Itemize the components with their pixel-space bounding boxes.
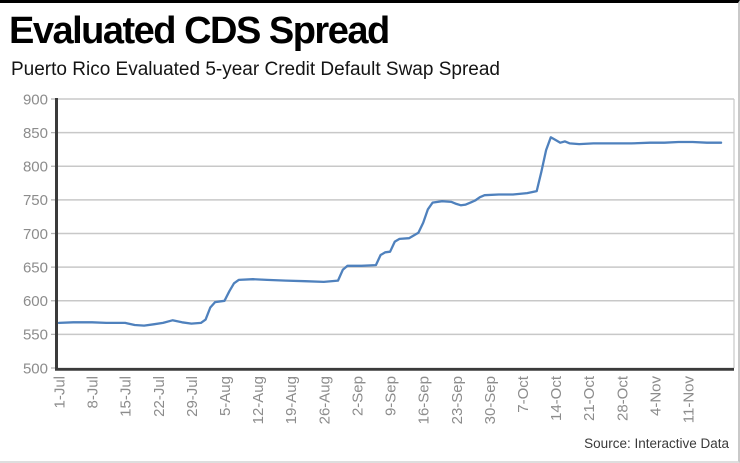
x-axis-label: 14-Oct — [548, 375, 565, 421]
x-axis-label: 19-Aug — [283, 376, 300, 424]
x-axis-label: 28-Oct — [614, 375, 631, 421]
y-axis-label: 650 — [23, 259, 48, 276]
y-axis-label: 800 — [23, 159, 48, 176]
y-axis-label: 550 — [23, 327, 48, 344]
y-axis-label: 750 — [23, 192, 48, 209]
x-axis-label: 7-Oct — [515, 375, 532, 413]
y-axis-label: 500 — [23, 360, 48, 377]
cds-spread-line — [57, 136, 723, 327]
x-axis-label: 21-Oct — [581, 375, 598, 421]
x-axis-label: 29-Jul — [184, 376, 201, 417]
x-axis-label: 4-Nov — [647, 376, 664, 417]
y-axis-label: 850 — [23, 125, 48, 142]
x-axis-label: 9-Sep — [383, 376, 400, 416]
x-axis-label: 30-Sep — [482, 376, 499, 424]
chart-subtitle: Puerto Rico Evaluated 5-year Credit Defa… — [11, 59, 500, 80]
x-axis-label: 22-Jul — [151, 376, 168, 417]
y-axis-label: 600 — [23, 293, 48, 310]
x-axis-label: 23-Sep — [449, 376, 466, 424]
x-axis-label: 2-Sep — [349, 376, 366, 416]
x-axis-label: 26-Aug — [316, 376, 333, 424]
x-axis-label: 15-Jul — [118, 376, 135, 417]
source-attribution: Source: Interactive Data — [584, 436, 729, 451]
page-title: Evaluated CDS Spread — [9, 10, 390, 52]
x-axis-label: 12-Aug — [250, 376, 267, 424]
x-axis-label: 5-Aug — [217, 376, 234, 416]
x-axis-label: 16-Sep — [416, 376, 433, 424]
x-axis-label: 8-Jul — [85, 376, 102, 409]
x-axis-label: 1-Jul — [52, 376, 69, 409]
y-axis-label: 700 — [23, 226, 48, 243]
y-axis-label: 900 — [23, 91, 48, 108]
x-axis-label: 11-Nov — [681, 376, 698, 424]
